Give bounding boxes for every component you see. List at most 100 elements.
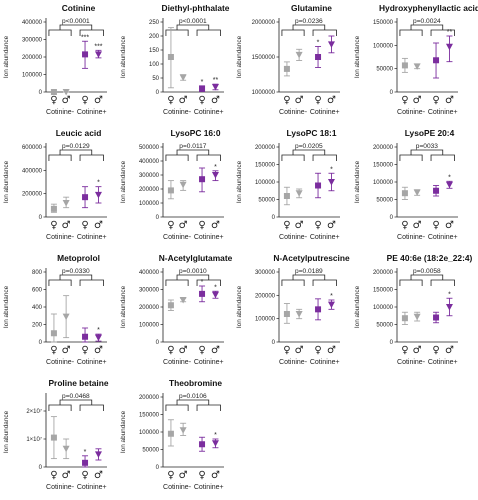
point-marker-square — [50, 89, 57, 95]
point-marker-triangle — [94, 191, 102, 199]
panel-13: Theobromine Ion abundance 0 50000 100000 1500… — [120, 378, 224, 491]
female-symbol: ♀ — [81, 470, 88, 481]
y-tick-label: 150000 — [373, 163, 394, 169]
male-symbol: ♂ — [413, 220, 422, 231]
y-tick-label: 200000 — [373, 270, 394, 276]
female-symbol: ♀ — [432, 220, 439, 231]
point-marker-triangle — [445, 181, 453, 189]
male-symbol: ♂ — [94, 470, 103, 481]
y-axis-label: Ion abundance — [236, 35, 243, 78]
female-symbol: ♀ — [81, 95, 88, 106]
male-symbol: ♂ — [94, 95, 103, 106]
y-tick-label: 200 — [149, 34, 160, 40]
bracket-right — [196, 154, 221, 161]
panel-title: N-Acetylputrescine — [273, 253, 350, 263]
bracket-left — [165, 279, 189, 286]
bracket-left — [399, 279, 423, 286]
group-label-positive: Cotinine+ — [77, 484, 107, 491]
y-tick-label: 2000000 — [252, 20, 276, 26]
point-marker-triangle — [62, 200, 70, 207]
female-symbol: ♀ — [314, 220, 321, 231]
group-label-positive: Cotinine+ — [77, 234, 107, 241]
point-marker-square — [50, 434, 57, 441]
male-symbol: ♂ — [295, 220, 304, 231]
panel-4: Leucic acid Ion abundance 0 200000 400000 600… — [3, 128, 107, 241]
point-marker-triangle — [211, 291, 219, 299]
bracket-left — [281, 29, 305, 36]
male-symbol: ♂ — [327, 95, 336, 106]
point-marker-square — [315, 306, 322, 313]
p-value-label: p=0033 — [416, 143, 439, 150]
y-tick-label: 50000 — [376, 198, 393, 204]
group-label-positive: Cotinine+ — [310, 234, 340, 241]
male-symbol: ♂ — [62, 470, 71, 481]
female-symbol: ♀ — [283, 220, 290, 231]
significance-stars: * — [214, 284, 217, 291]
male-symbol: ♂ — [211, 220, 220, 231]
point-marker-triangle — [94, 334, 102, 342]
bracket-right — [430, 279, 455, 286]
bracket-left — [165, 29, 189, 36]
significance-stars: * — [214, 432, 217, 439]
bracket-left — [165, 154, 189, 161]
y-tick-label: 0 — [39, 465, 43, 471]
panel-2: Glutamine Ion abundance 1000000 1500000 2000… — [236, 3, 340, 116]
point-marker-square — [50, 330, 57, 337]
y-tick-label: 100000 — [255, 180, 276, 186]
male-symbol: ♂ — [94, 345, 103, 356]
group-label-negative: Cotinine- — [163, 359, 192, 366]
y-tick-label: 50000 — [376, 67, 393, 73]
bracket-top — [410, 274, 444, 280]
female-symbol: ♀ — [432, 345, 439, 356]
group-label-positive: Cotinine+ — [194, 484, 224, 491]
y-axis-label: Ion abundance — [354, 160, 361, 203]
female-symbol: ♀ — [314, 95, 321, 106]
y-tick-label: 50000 — [376, 323, 393, 329]
panel-title: N-Acetylglutamate — [159, 253, 233, 263]
panel-6: LysoPC 18:1 Ion abundance 0 50000 100000 1500… — [236, 128, 340, 241]
y-tick-label: 600000 — [22, 145, 43, 151]
male-symbol: ♂ — [211, 95, 220, 106]
panel-11: PE 40:6e (18:2e_22:4) Ion abundance 0 50000… — [354, 253, 473, 366]
panel-title: Diethyl-phthalate — [162, 3, 230, 13]
point-marker-triangle — [327, 179, 335, 186]
y-tick-label: 100000 — [22, 73, 43, 79]
female-symbol: ♀ — [50, 345, 57, 356]
point-marker-square — [199, 290, 206, 297]
y-tick-label: 300000 — [139, 288, 160, 294]
male-symbol: ♂ — [211, 470, 220, 481]
y-tick-label: 0 — [39, 340, 43, 346]
point-marker-square — [82, 194, 89, 201]
point-marker-triangle — [327, 41, 335, 48]
female-symbol: ♀ — [283, 345, 290, 356]
y-tick-label: 100000 — [255, 317, 276, 323]
significance-stars: * — [97, 180, 100, 187]
point-marker-triangle — [62, 445, 70, 453]
female-symbol: ♀ — [198, 345, 205, 356]
female-symbol: ♀ — [50, 220, 57, 231]
bracket-top — [59, 399, 93, 405]
y-tick-label: 0 — [390, 90, 394, 96]
point-marker-square — [315, 54, 322, 60]
point-marker-square — [167, 187, 174, 194]
y-axis-label: Ion abundance — [236, 160, 243, 203]
point-marker-square — [433, 187, 440, 194]
y-tick-label: 100000 — [139, 430, 160, 436]
y-axis-label: Ion abundance — [120, 160, 127, 203]
p-value-label: p=0.0129 — [62, 143, 90, 150]
group-label-negative: Cotinine- — [46, 359, 75, 366]
panel-10: N-Acetylputrescine Ion abundance 0 100000 20… — [236, 253, 350, 366]
panel-title: LysoPC 18:1 — [287, 128, 337, 138]
panel-1: Diethyl-phthalate Ion abundance 0 50 100 150 2… — [120, 3, 230, 116]
male-symbol: ♂ — [179, 220, 188, 231]
y-tick-label: 0 — [390, 215, 394, 221]
point-marker-square — [401, 190, 408, 197]
bracket-right — [196, 404, 221, 411]
male-symbol: ♂ — [445, 220, 454, 231]
female-symbol: ♀ — [50, 470, 57, 481]
group-label-positive: Cotinine+ — [194, 109, 224, 116]
y-axis-label: Ion abundance — [120, 285, 127, 328]
female-symbol: ♀ — [167, 220, 174, 231]
point-marker-square — [283, 311, 290, 317]
panel-title: Glutamine — [291, 3, 332, 13]
